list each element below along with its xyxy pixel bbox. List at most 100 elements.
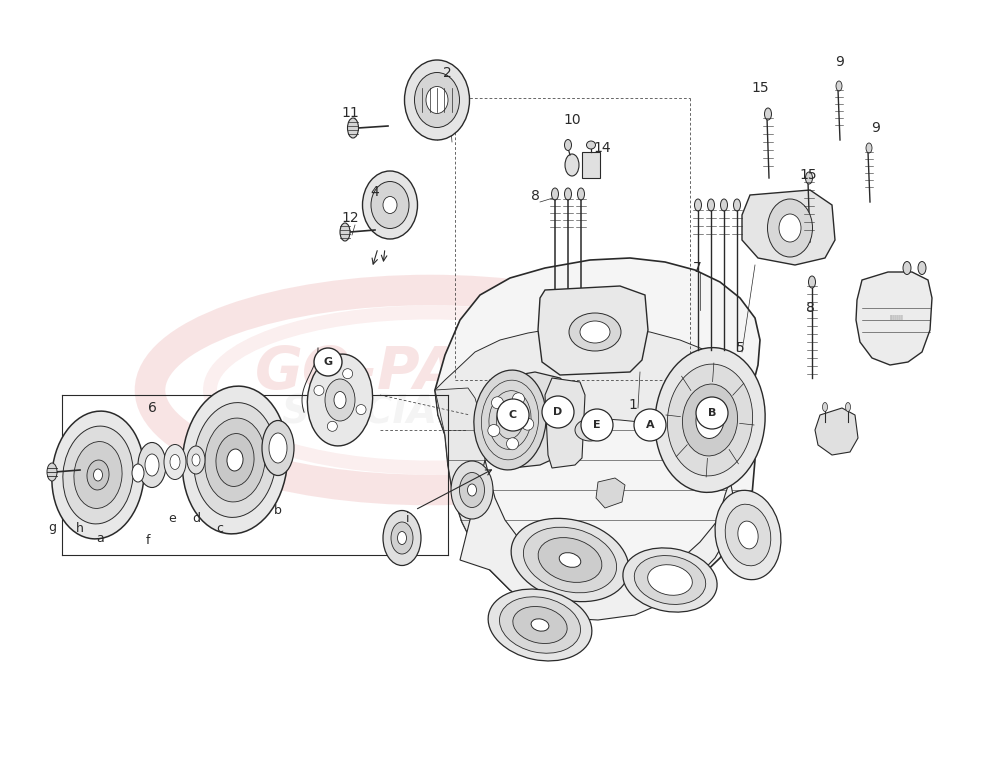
Ellipse shape [511,518,629,602]
Ellipse shape [575,419,605,441]
Ellipse shape [363,171,417,239]
Text: g: g [48,522,56,534]
Ellipse shape [216,434,254,487]
Ellipse shape [866,143,872,153]
Ellipse shape [307,354,373,446]
Ellipse shape [414,73,459,127]
Text: 9: 9 [836,55,845,69]
Ellipse shape [805,172,812,184]
Text: 15: 15 [751,81,768,95]
Circle shape [542,396,574,428]
Ellipse shape [340,223,350,241]
Ellipse shape [767,199,812,257]
Polygon shape [742,190,835,265]
Ellipse shape [86,460,109,490]
Text: c: c [217,522,224,534]
Text: C: C [509,410,517,420]
Ellipse shape [918,262,926,274]
Ellipse shape [846,402,851,412]
Ellipse shape [513,606,568,644]
Ellipse shape [459,472,484,508]
Polygon shape [460,460,735,620]
Ellipse shape [451,461,493,519]
Text: d: d [192,512,200,525]
Ellipse shape [569,313,621,351]
Text: 5: 5 [736,341,745,355]
Circle shape [356,405,366,415]
Ellipse shape [578,188,584,200]
Text: 1: 1 [628,398,637,412]
Ellipse shape [132,464,144,482]
Text: e: e [168,512,176,525]
Ellipse shape [779,214,801,242]
Ellipse shape [383,196,397,214]
Ellipse shape [695,199,702,211]
Ellipse shape [145,454,159,476]
Ellipse shape [467,484,476,496]
Ellipse shape [552,188,559,200]
Text: 14: 14 [593,141,610,155]
Polygon shape [538,286,648,375]
Circle shape [491,396,504,409]
Ellipse shape [531,619,549,631]
Ellipse shape [500,597,580,653]
Ellipse shape [734,199,741,211]
Circle shape [327,421,337,431]
Circle shape [522,418,534,431]
Ellipse shape [708,199,715,211]
Polygon shape [596,478,625,508]
Ellipse shape [764,108,771,120]
Text: h: h [77,522,83,534]
Ellipse shape [538,537,602,582]
Text: IIIIIII: IIIIIII [889,315,903,321]
Ellipse shape [726,504,770,565]
Ellipse shape [194,402,276,518]
Ellipse shape [580,321,610,343]
Circle shape [696,397,728,429]
Ellipse shape [560,553,580,567]
Circle shape [507,438,519,449]
Circle shape [581,409,613,441]
Circle shape [343,368,353,379]
Text: 12: 12 [341,211,359,225]
Ellipse shape [192,454,200,466]
Text: A: A [646,420,654,430]
Ellipse shape [138,443,166,487]
Ellipse shape [565,154,579,176]
Text: 6: 6 [147,401,156,415]
Circle shape [513,393,525,405]
Text: 7: 7 [693,261,702,275]
Polygon shape [856,272,932,365]
Ellipse shape [648,565,692,595]
Ellipse shape [187,446,205,474]
Text: 8: 8 [805,301,814,315]
Text: E: E [593,420,600,430]
Text: GO-PARTS: GO-PARTS [255,343,584,400]
Ellipse shape [634,556,706,604]
Circle shape [488,424,500,437]
Circle shape [314,348,342,376]
Text: 9: 9 [872,121,881,135]
Ellipse shape [808,276,815,288]
Ellipse shape [903,262,911,274]
Ellipse shape [227,449,243,471]
Polygon shape [815,408,858,455]
Ellipse shape [683,384,738,456]
Text: 15: 15 [799,168,817,182]
Ellipse shape [398,531,407,544]
Text: SPECIALISTS: SPECIALISTS [281,393,559,431]
Ellipse shape [164,444,186,480]
Polygon shape [435,326,758,450]
Ellipse shape [696,402,724,438]
Ellipse shape [325,379,355,421]
Ellipse shape [262,421,294,475]
Text: 11: 11 [341,106,359,120]
Ellipse shape [47,463,57,481]
Ellipse shape [655,348,765,493]
Text: D: D [554,407,563,417]
Ellipse shape [383,510,421,565]
Ellipse shape [565,139,572,151]
Ellipse shape [170,455,180,469]
Bar [582,152,600,178]
Ellipse shape [836,81,842,91]
